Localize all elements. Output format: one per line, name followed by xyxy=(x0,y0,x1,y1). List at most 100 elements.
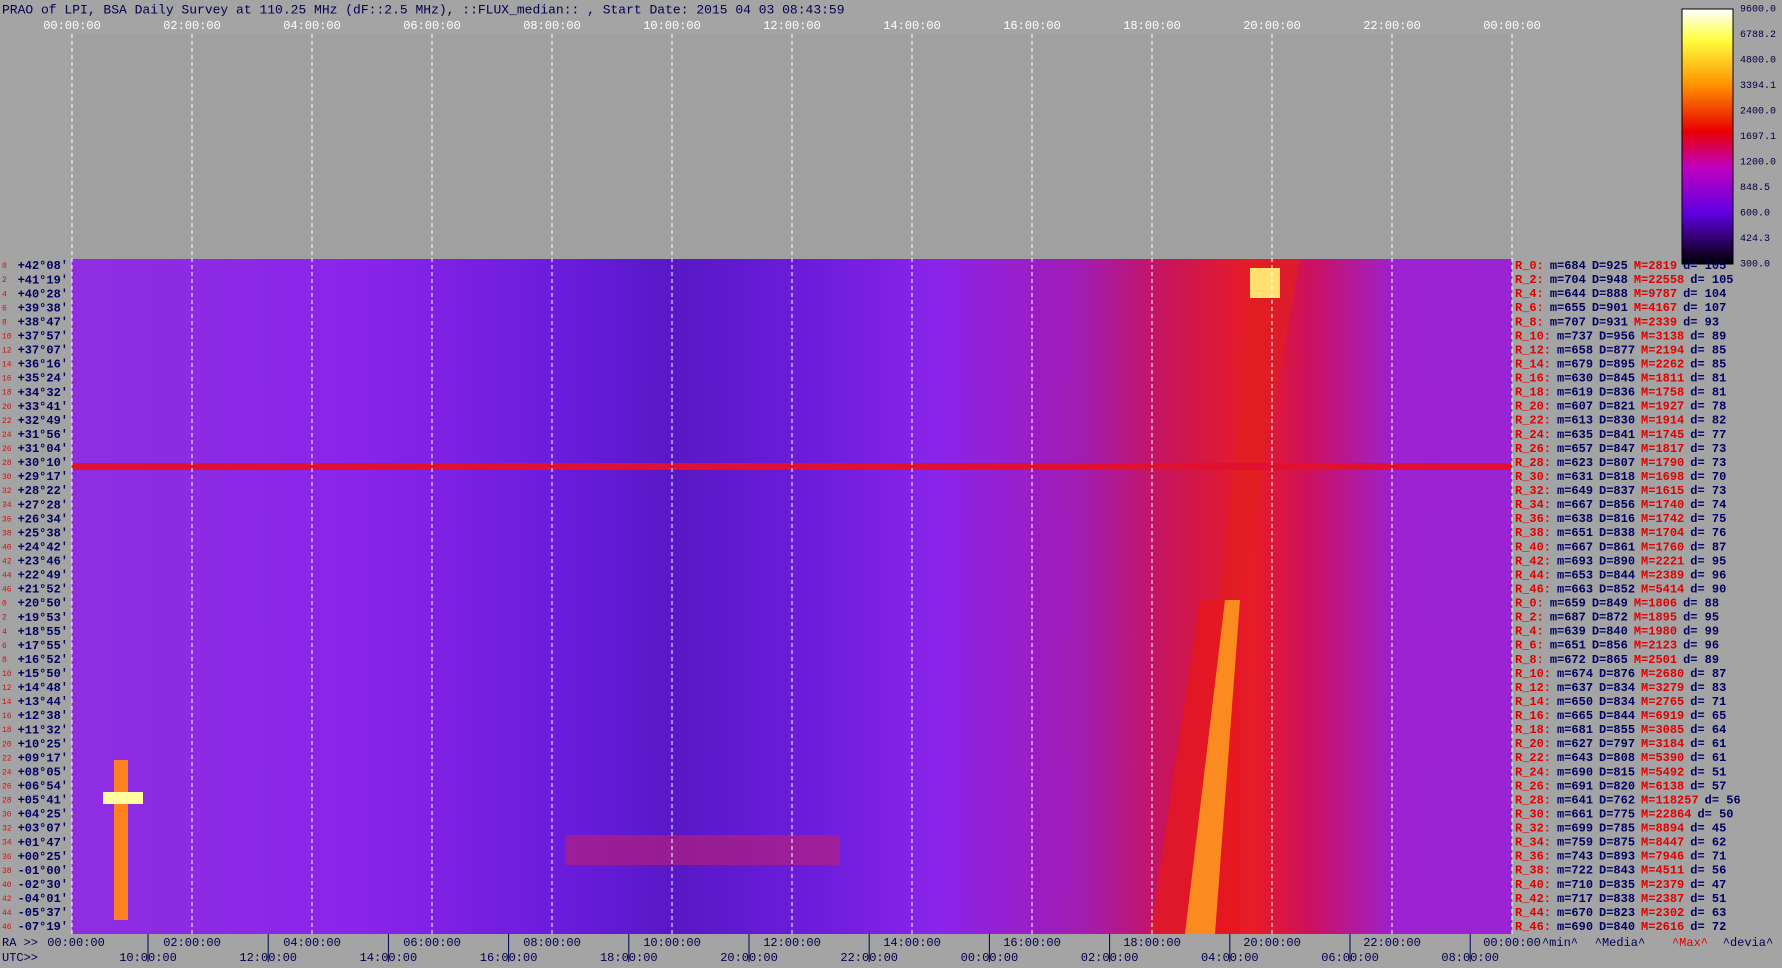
row-stats: R_4: m=644 D=888 M=9787 d= 104 xyxy=(1515,287,1726,301)
row-stats: R_0: m=684 D=925 M=2819 d= 105 xyxy=(1515,259,1726,273)
stat-3: M=1790 xyxy=(1641,456,1684,470)
colorbar-label: 1697.1 xyxy=(1740,132,1776,143)
heatmap-patch xyxy=(565,835,840,865)
row-stats: R_36: m=638 D=816 M=1742 d= 75 xyxy=(1515,512,1726,526)
declination-label: -04°01' xyxy=(18,892,68,906)
ra-tick-label: 00:00:00 xyxy=(1483,936,1541,950)
stat-2: D=808 xyxy=(1599,751,1635,765)
declination-label: +30°10' xyxy=(18,456,68,470)
stat-1: m=630 xyxy=(1557,372,1593,386)
row-index: 40 xyxy=(2,881,12,890)
top-tick-label: 00:00:00 xyxy=(43,19,101,33)
stat-4: d= 72 xyxy=(1690,920,1726,934)
stat-3: M=1615 xyxy=(1641,484,1684,498)
row-stats: R_26: m=691 D=820 M=6138 d= 57 xyxy=(1515,780,1726,794)
stat-0: R_6: xyxy=(1515,301,1544,315)
declination-label: +01°47' xyxy=(18,836,68,850)
stat-2: D=807 xyxy=(1599,456,1635,470)
declination-label: +37°07' xyxy=(18,344,68,358)
utc-tick-label: 14:00:00 xyxy=(360,951,418,965)
row-stats: R_2: m=687 D=872 M=1895 d= 95 xyxy=(1515,611,1719,625)
stat-4: d= 105 xyxy=(1683,259,1726,273)
row-index: 18 xyxy=(2,726,12,735)
row-stats: R_40: m=667 D=861 M=1760 d= 87 xyxy=(1515,540,1726,554)
declination-label: +28°22' xyxy=(18,484,68,498)
stat-2: D=840 xyxy=(1599,920,1635,934)
row-index: 24 xyxy=(2,768,12,777)
stat-1: m=631 xyxy=(1557,470,1593,484)
stat-2: D=775 xyxy=(1599,808,1635,822)
heatmap-row-line xyxy=(72,463,1512,470)
utc-tick-label: 22:00:00 xyxy=(840,951,898,965)
stat-2: D=830 xyxy=(1599,414,1635,428)
row-stats: R_36: m=743 D=893 M=7946 d= 71 xyxy=(1515,850,1726,864)
stat-3: M=7946 xyxy=(1641,850,1684,864)
stat-3: M=22558 xyxy=(1634,273,1684,287)
stat-4: d= 51 xyxy=(1690,892,1726,906)
stat-3: M=1742 xyxy=(1641,512,1684,526)
stat-1: m=655 xyxy=(1550,301,1586,315)
stat-2: D=855 xyxy=(1599,723,1635,737)
stat-1: m=674 xyxy=(1557,667,1593,681)
row-index: 12 xyxy=(2,347,12,356)
colorbar-label: 9600.0 xyxy=(1740,5,1776,16)
stat-2: D=893 xyxy=(1599,850,1635,864)
colorbar-label: 1200.0 xyxy=(1740,158,1776,169)
declination-label: +27°28' xyxy=(18,498,68,512)
stat-0: R_34: xyxy=(1515,836,1551,850)
row-stats: R_22: m=643 D=808 M=5390 d= 61 xyxy=(1515,751,1726,765)
utc-tick-label: 16:00:00 xyxy=(480,951,538,965)
stat-1: m=737 xyxy=(1557,330,1593,344)
row-index: 44 xyxy=(2,572,12,581)
stat-2: D=877 xyxy=(1599,344,1635,358)
declination-label: +23°46' xyxy=(18,555,68,569)
row-index: 16 xyxy=(2,375,12,384)
row-stats: R_28: m=623 D=807 M=1790 d= 73 xyxy=(1515,456,1726,470)
stat-3: M=2680 xyxy=(1641,667,1684,681)
stat-0: R_0: xyxy=(1515,597,1544,611)
stat-1: m=627 xyxy=(1557,737,1593,751)
stat-4: d= 73 xyxy=(1690,484,1726,498)
row-stats: R_14: m=679 D=895 M=2262 d= 85 xyxy=(1515,358,1726,372)
stat-3: M=4167 xyxy=(1634,301,1677,315)
stat-1: m=644 xyxy=(1550,287,1586,301)
stat-1: m=743 xyxy=(1557,850,1593,864)
ra-tick-label: 02:00:00 xyxy=(163,936,221,950)
stat-1: m=687 xyxy=(1550,611,1586,625)
row-stats: R_24: m=635 D=841 M=1745 d= 77 xyxy=(1515,428,1726,442)
declination-label: +33°41' xyxy=(18,400,68,414)
row-stats: R_44: m=653 D=844 M=2389 d= 96 xyxy=(1515,569,1726,583)
stat-4: d= 57 xyxy=(1690,780,1726,794)
stat-2: D=901 xyxy=(1592,301,1628,315)
stat-3: M=2379 xyxy=(1641,878,1684,892)
stat-4: d= 96 xyxy=(1683,639,1719,653)
row-index: 10 xyxy=(2,670,12,679)
top-tick-label: 22:00:00 xyxy=(1363,19,1421,33)
row-stats: R_4: m=639 D=840 M=1980 d= 99 xyxy=(1515,625,1719,639)
stat-1: m=710 xyxy=(1557,878,1593,892)
declination-label: +25°38' xyxy=(18,526,68,540)
stat-0: R_36: xyxy=(1515,512,1551,526)
ra-tick-label: 22:00:00 xyxy=(1363,936,1421,950)
stat-2: D=845 xyxy=(1599,372,1635,386)
stat-3: M=2262 xyxy=(1641,358,1684,372)
declination-label: +20°50' xyxy=(18,597,68,611)
row-index: 42 xyxy=(2,557,12,566)
row-index: 4 xyxy=(2,628,7,637)
utc-tick-label: 00:00:00 xyxy=(961,951,1019,965)
declination-label: +41°19' xyxy=(18,273,68,287)
declination-label: +19°53' xyxy=(18,611,68,625)
stat-2: D=823 xyxy=(1599,906,1635,920)
stat-3: M=2221 xyxy=(1641,555,1684,569)
colorbar-label: 424.3 xyxy=(1740,234,1770,245)
stat-4: d= 90 xyxy=(1690,583,1726,597)
stat-3: M=8447 xyxy=(1641,836,1684,850)
row-stats: R_32: m=699 D=785 M=8894 d= 45 xyxy=(1515,822,1726,836)
footer-label: ^min^ xyxy=(1542,936,1578,950)
stat-4: d= 93 xyxy=(1683,315,1719,329)
row-index: 26 xyxy=(2,445,12,454)
row-index: 30 xyxy=(2,811,12,820)
stat-1: m=722 xyxy=(1557,864,1593,878)
stat-3: M=2616 xyxy=(1641,920,1684,934)
